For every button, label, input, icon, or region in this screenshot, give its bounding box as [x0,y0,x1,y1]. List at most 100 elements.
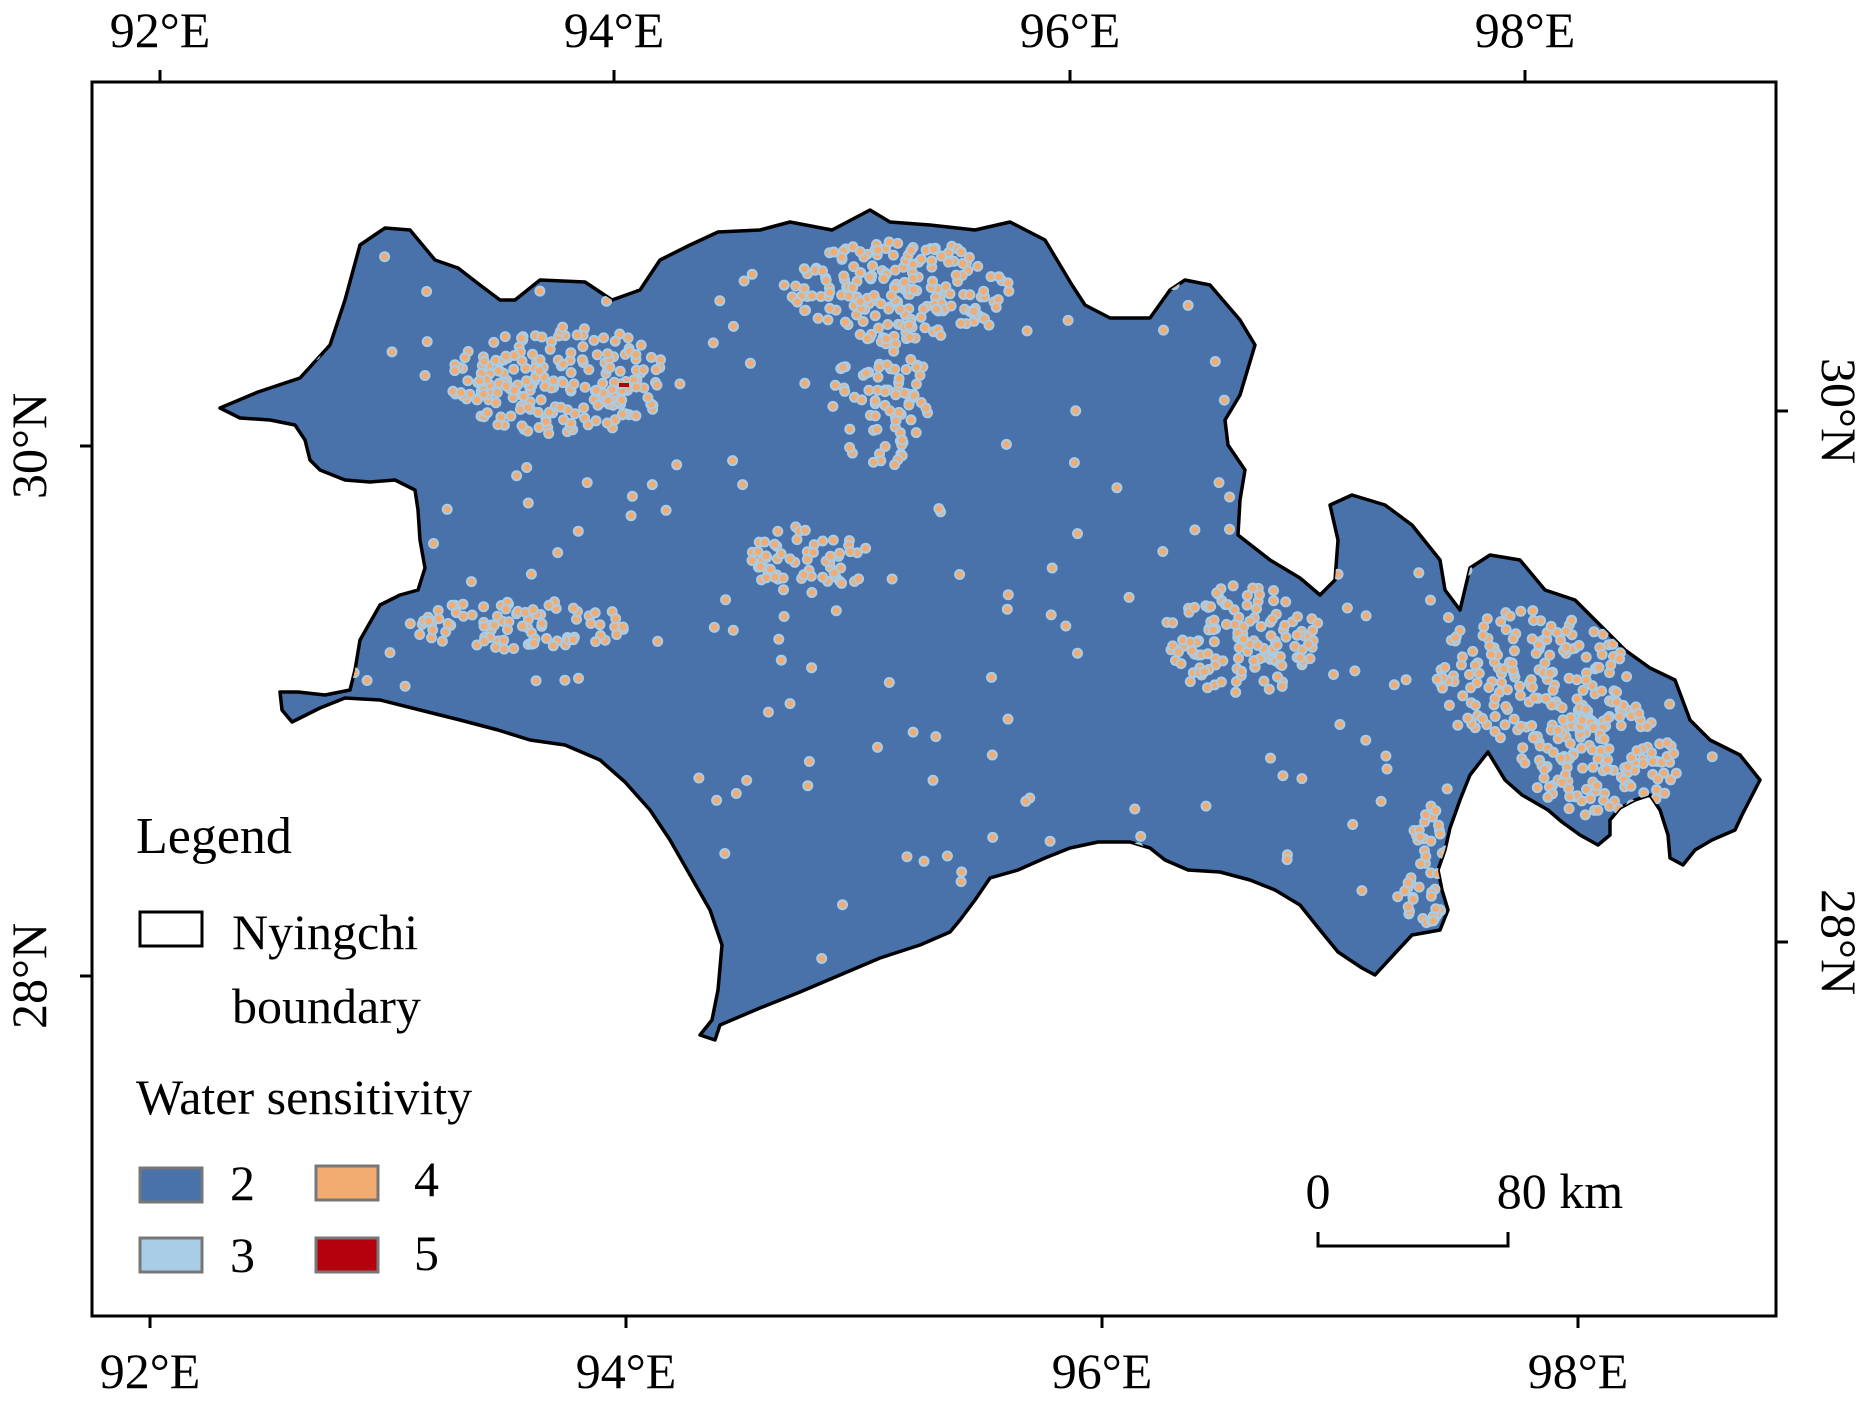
sensitivity-dot [727,624,739,636]
sensitivity-dot [511,248,523,260]
sensitivity-dot [518,901,529,913]
sensitivity-dot [1230,686,1242,698]
sensitivity-dot [1289,640,1301,652]
sensitivity-dot [837,361,849,373]
sensitivity-dot [816,953,828,964]
sensitivity-dot [1407,893,1419,905]
sensitivity-dot [1481,613,1493,625]
sensitivity-dot [707,337,719,349]
sensitivity-dot [1388,679,1400,691]
sensitivity-dot [428,538,439,549]
sensitivity-dot [1200,800,1212,812]
sensitivity-dot [1296,773,1308,785]
sensitivity-dot [1349,665,1361,677]
sensitivity-dot [1470,837,1482,849]
sensitivity-dot [488,336,500,348]
sensitivity-dot [1547,684,1559,696]
sensitivity-dot [466,609,478,621]
sensitivity-dot [436,635,448,647]
sensitivity-dot [557,358,569,370]
sensitivity-dot [905,414,917,426]
sensitivity-dot [1217,655,1229,667]
sensitivity-dot [1392,891,1404,903]
sensitivity-dot [1044,835,1056,847]
sensitivity-dot [329,512,341,524]
sensitivity-dot [474,375,486,387]
sensitivity-dot [760,572,772,584]
sensitivity-dot [1456,822,1468,834]
sensitivity-dot [1263,683,1275,695]
sensitivity-dot [1001,603,1013,615]
sensitivity-dot [1602,712,1614,724]
sensitivity-dot [1425,890,1437,902]
sensitivity-dot [578,402,590,414]
graticule-ticks [80,70,1788,1328]
sensitivity-dot [1668,747,1680,759]
sensitivity-dot [1607,638,1619,650]
left-lat-label-30: 30°N [1,393,57,499]
sensitivity-dot [1661,737,1673,749]
sensitivity-dot [1433,819,1444,831]
sensitivity-dot [1276,660,1288,671]
sensitivity-dot [1528,692,1540,704]
sensitivity-dot [737,479,749,491]
sensitivity-dot [1297,960,1309,972]
sensitivity-dot [1129,803,1141,815]
sensitivity-dot [1621,671,1633,683]
sensitivity-dot [1464,861,1476,872]
sensitivity-dot [478,620,490,632]
sensitivity-dot [500,350,512,362]
sensitivity-dot [1665,774,1677,786]
sensitivity-dot [652,635,664,647]
sensitivity-dot [405,800,417,812]
nyingchi-region [218,208,1762,1042]
sensitivity-dot [1483,682,1495,693]
sensitivity-dot [869,395,881,407]
sensitivity-dot [1644,530,1656,542]
sensitivity-dot [366,749,378,761]
sensitivity-dot [1280,631,1292,643]
sensitivity-dot [536,331,548,343]
sensitivity-dot [1533,639,1545,651]
sensitivity-dot [730,788,742,799]
sensitivity-dot [522,497,534,509]
sensitivity-dot [1182,299,1194,311]
sensitivity-dot [543,406,555,418]
sensitivity-dot [772,525,784,537]
sensitivity-dot [581,477,593,489]
sensitivity-dot [778,279,790,291]
top-lon-label-92: 92°E [110,2,211,58]
legend: Legend Nyingchi boundary Water sensitivi… [136,808,472,1283]
sensitivity-dot [944,288,956,300]
sensitivity-dot [1309,444,1321,456]
sensitivity-dot [1227,580,1239,592]
sensitivity-dot [1413,881,1425,893]
sensitivity-dot [1087,970,1099,982]
sensitivity-dot [490,397,502,409]
legend-class-4-swatch [314,1164,380,1202]
sensitivity-dot [1693,454,1705,465]
sensitivity-dot [1277,770,1289,782]
sensitivity-dot [738,275,750,287]
sensitivity-dot [1294,652,1306,664]
sensitivity-dot [1211,587,1223,599]
sensitivity-dot [817,535,829,547]
sensitivity-dot [983,319,995,331]
sensitivity-dot [1002,277,1014,289]
sensitivity-dot [478,635,490,647]
sensitivity-dot [1566,614,1578,626]
sensitivity-dot [309,349,321,361]
sensitivity-dot [889,459,901,471]
sensitivity-dot [854,296,866,307]
left-lat-label-28: 28°N [1,923,57,1029]
sensitivity-dot [663,912,675,923]
sensitivity-dot [1563,803,1575,815]
sensitivity-dot [1208,614,1220,626]
sensitivity-dot [853,573,865,585]
sensitivity-dot [957,258,969,269]
sensitivity-dot [611,629,623,641]
sensitivity-dot [1193,884,1205,896]
sensitivity-dot [741,774,753,786]
sensitivity-dot [806,587,818,598]
sensitivity-dot [1480,822,1492,833]
